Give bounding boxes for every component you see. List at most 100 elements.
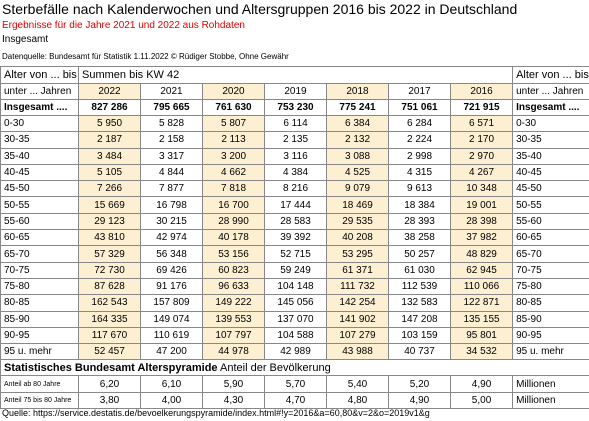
table-cell: 90-95 — [0, 326, 79, 345]
table-cell: 4 267 — [449, 163, 514, 182]
table-cell: 9 613 — [388, 180, 451, 198]
table-cell: 141 902 — [326, 310, 389, 328]
table-row: 35-40 3 484 3 317 3 200 3 116 3 088 2 998 2 970… — [0, 147, 589, 165]
table-cell: Summen bis KW 42 — [77, 66, 514, 84]
table-cell: 52 457 — [78, 343, 141, 361]
table-cell: 47 200 — [140, 343, 203, 361]
table-cell: 2019 — [264, 83, 327, 100]
table-cell: 87 628 — [78, 277, 141, 296]
table-cell: 117 670 — [78, 326, 141, 345]
table-row: 65-70 57 329 56 348 53 156 52 715 53 295 50 25… — [0, 245, 589, 263]
table-cell: 6,20 — [78, 375, 141, 393]
table-row: 0-30 5 950 5 828 5 807 6 114 6 384 6 284 6 571 0… — [0, 114, 589, 133]
table-cell: 4,90 — [388, 391, 451, 410]
table-row: unter ... Jahren 2022 2021 2020 2019 2018 2017… — [0, 83, 589, 100]
table-cell: Statistisches Bundesamt Alterspyramide A… — [0, 359, 589, 377]
table-cell: 3,80 — [78, 391, 141, 410]
table-cell: 4 315 — [388, 163, 451, 182]
scope: Insgesamt — [2, 34, 49, 45]
table-cell: 80-85 — [512, 294, 589, 312]
table-row: Anteil ab 80 Jahre 6,20 6,10 5,90 5,70 5,40 5,… — [0, 375, 589, 393]
table-cell: 60 823 — [202, 261, 265, 279]
table-cell: 4 384 — [264, 163, 327, 182]
table-cell: 147 208 — [388, 310, 451, 328]
table-cell: 43 988 — [326, 343, 389, 361]
table-cell: 2 132 — [326, 131, 389, 149]
table-cell: 149 222 — [202, 294, 265, 312]
table-cell: 43 810 — [78, 229, 141, 247]
table-cell: 2 970 — [449, 147, 514, 165]
table-cell: 19 001 — [449, 196, 514, 214]
table-cell: 37 982 — [449, 229, 514, 247]
table-cell: 2 158 — [140, 131, 203, 149]
table-cell: 90-95 — [512, 326, 589, 345]
table-cell: 5,00 — [449, 391, 514, 410]
table-cell: 142 254 — [326, 294, 389, 312]
table-cell: 52 715 — [264, 245, 327, 263]
table-cell: 4,70 — [264, 391, 327, 410]
table-cell: 59 249 — [264, 261, 327, 279]
table-cell: Insgesamt .... — [512, 99, 589, 116]
table-cell: 40 178 — [202, 229, 265, 247]
table-cell: 17 444 — [264, 196, 327, 214]
table-cell: 28 990 — [202, 212, 265, 231]
table-cell: 5,70 — [264, 375, 327, 393]
table-row: 95 u. mehr 52 457 47 200 44 978 42 989 43 988… — [0, 343, 589, 361]
table-cell: 6 114 — [264, 114, 327, 133]
table-cell: 70-75 — [0, 261, 79, 279]
table-cell: 112 539 — [388, 277, 451, 296]
table-cell: 3 317 — [140, 147, 203, 165]
table-cell: 7 818 — [202, 180, 265, 198]
table-cell: 40 208 — [326, 229, 389, 247]
table-cell: 50 257 — [388, 245, 451, 263]
table-cell: 4 525 — [326, 163, 389, 182]
table-cell: 44 978 — [202, 343, 265, 361]
table-cell: 2 187 — [78, 131, 141, 149]
table-cell: 55-60 — [512, 212, 589, 231]
table-cell: 2 135 — [264, 131, 327, 149]
table-cell: 16 700 — [202, 196, 265, 214]
table-cell: 5,40 — [326, 375, 389, 393]
table-cell: 62 945 — [449, 261, 514, 279]
table-cell: 42 974 — [140, 229, 203, 247]
table-cell: Millionen — [512, 375, 589, 393]
table-row: 80-85 162 543 157 809 149 222 145 056 142 254… — [0, 294, 589, 312]
table-row: 60-65 43 810 42 974 40 178 39 392 40 208 38 25… — [0, 229, 589, 247]
table-cell: 30 215 — [140, 212, 203, 231]
table-cell: 39 392 — [264, 229, 327, 247]
table-row: 70-75 72 730 69 426 60 823 59 249 61 371 61 03… — [0, 261, 589, 279]
pyramid-title: Statistisches Bundesamt Alterspyramide — [4, 361, 218, 374]
table-cell: 69 426 — [140, 261, 203, 279]
table-cell: 40 737 — [388, 343, 451, 361]
table-cell: 45-50 — [0, 180, 79, 198]
table-cell: 75-80 — [0, 277, 79, 296]
table-cell: 104 148 — [264, 277, 327, 296]
table-cell: Insgesamt .... — [0, 99, 79, 116]
table-row: 75-80 87 628 91 176 96 633 104 148 111 732 112… — [0, 277, 589, 296]
table-cell: 157 809 — [140, 294, 203, 312]
table-cell: 65-70 — [512, 245, 589, 263]
table-cell: 5 807 — [202, 114, 265, 133]
table-row: 55-60 29 123 30 215 28 990 28 583 29 535 28 39… — [0, 212, 589, 231]
table-cell: 110 066 — [449, 277, 514, 296]
table-cell: 53 156 — [202, 245, 265, 263]
table-cell: 139 553 — [202, 310, 265, 328]
table-cell: 16 798 — [140, 196, 203, 214]
table-cell: 3 116 — [264, 147, 327, 165]
table-cell: 30-35 — [512, 131, 589, 149]
table-cell: 8 216 — [264, 180, 327, 198]
table-cell: 70-75 — [512, 261, 589, 279]
table-cell: 85-90 — [0, 310, 79, 328]
table-cell: 30-35 — [0, 131, 79, 149]
table-cell: 9 079 — [326, 180, 389, 198]
table-cell: Alter von ... bis — [0, 66, 79, 84]
table-cell: 5,20 — [388, 375, 451, 393]
table-cell: 0-30 — [512, 114, 589, 133]
table-cell: 103 159 — [388, 326, 451, 345]
table-cell: 60-65 — [512, 229, 589, 247]
table-cell: 4,30 — [202, 391, 265, 410]
table-cell: 40-45 — [512, 163, 589, 182]
table-cell: Anteil 75 bis 80 Jahre — [0, 391, 79, 410]
table-cell: 48 829 — [449, 245, 514, 263]
table-cell: 164 335 — [78, 310, 141, 328]
